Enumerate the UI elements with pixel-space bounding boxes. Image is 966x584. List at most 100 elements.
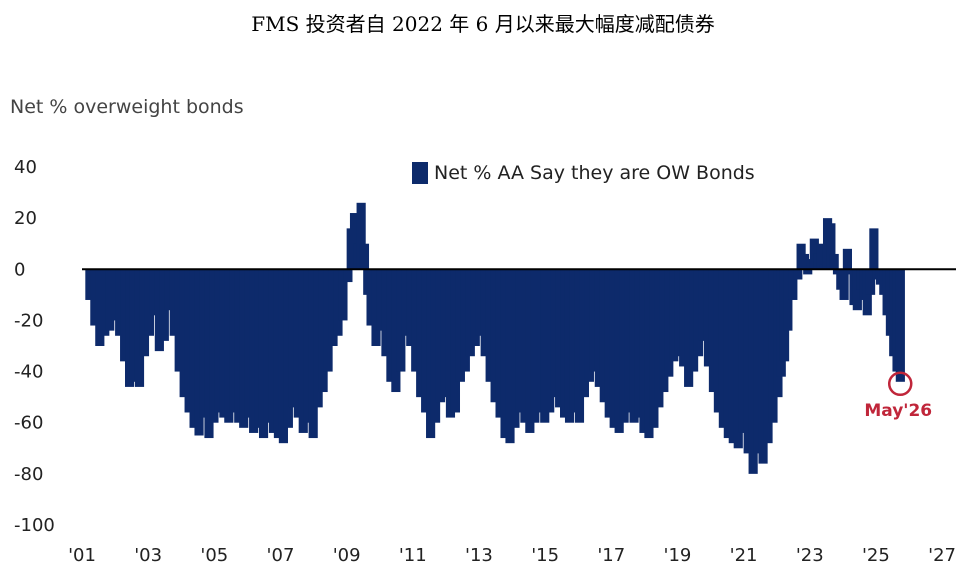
bar <box>634 269 644 418</box>
bar <box>356 202 366 270</box>
bar <box>520 269 530 423</box>
x-tick-label: '13 <box>465 545 493 566</box>
x-tick-label: '21 <box>730 545 758 566</box>
bar <box>154 269 164 352</box>
bar <box>184 269 194 413</box>
x-axis-ticks: '01 '03 '05 '07 '09 '11 '13 '15 '17 '19 '21 '23 '25 '… <box>68 545 956 566</box>
bar <box>445 269 456 418</box>
bar <box>149 269 159 316</box>
bar-series <box>85 202 905 474</box>
bar <box>584 269 594 382</box>
bar <box>816 243 826 270</box>
bar <box>599 269 609 403</box>
bar <box>303 269 313 423</box>
bar <box>564 269 575 423</box>
bar <box>381 269 391 357</box>
bar <box>664 269 674 377</box>
x-tick-label: '01 <box>68 545 96 566</box>
bar <box>366 269 376 326</box>
bar <box>829 253 839 270</box>
bar <box>268 269 279 433</box>
bar <box>391 269 401 393</box>
bar <box>169 269 179 336</box>
bar <box>323 269 333 372</box>
x-tick-label: '03 <box>134 545 162 566</box>
bar <box>179 269 189 398</box>
x-tick-label: '19 <box>664 545 692 566</box>
annotation-label: May'26 <box>864 401 932 421</box>
bar <box>659 269 669 393</box>
y-tick-label: -80 <box>14 464 43 485</box>
bar <box>723 269 733 439</box>
bar <box>550 269 560 398</box>
bar <box>244 269 254 418</box>
bar <box>204 269 214 439</box>
bar <box>639 269 649 433</box>
bar <box>865 269 876 295</box>
bar <box>470 269 480 346</box>
y-axis-label: Net % overweight bonds <box>10 96 244 118</box>
bar <box>728 269 738 444</box>
bar <box>609 269 619 428</box>
bar <box>604 269 614 418</box>
bar <box>298 269 308 433</box>
y-tick-label: -20 <box>14 310 43 331</box>
bar <box>401 269 411 336</box>
bar <box>406 269 416 346</box>
x-tick-label: '15 <box>531 545 559 566</box>
bar <box>100 269 110 336</box>
bar <box>733 269 743 449</box>
bar <box>624 269 634 413</box>
bar <box>343 269 353 283</box>
bar <box>799 253 809 270</box>
x-tick-label: '11 <box>399 545 427 566</box>
y-tick-label: 0 <box>14 259 25 280</box>
x-tick-label: '17 <box>597 545 625 566</box>
bar <box>313 269 323 408</box>
y-tick-label: -60 <box>14 413 43 434</box>
x-tick-label: '27 <box>928 545 956 566</box>
bar <box>839 269 849 300</box>
bar <box>535 269 545 413</box>
bar <box>460 269 470 372</box>
bar <box>435 269 446 403</box>
bar <box>359 243 370 270</box>
bar <box>614 269 624 433</box>
bar <box>753 269 763 454</box>
bar <box>505 269 515 444</box>
bar <box>134 269 145 387</box>
bar <box>144 269 155 336</box>
bar <box>229 269 239 413</box>
bar <box>455 269 465 382</box>
bar <box>139 269 150 357</box>
bar <box>560 269 570 418</box>
bar <box>510 269 520 428</box>
bar <box>386 269 396 382</box>
bar <box>763 269 773 444</box>
bar <box>239 269 249 428</box>
bar <box>349 213 360 270</box>
bar <box>574 269 585 423</box>
bar <box>485 269 495 382</box>
bar <box>224 269 234 423</box>
bar <box>465 269 475 357</box>
bar <box>689 269 699 372</box>
bar <box>288 269 298 408</box>
bar <box>674 269 684 357</box>
bar <box>545 269 555 413</box>
bar <box>525 269 535 433</box>
bar <box>684 269 694 387</box>
x-tick-label: '09 <box>333 545 361 566</box>
bar <box>328 269 338 346</box>
y-tick-label: -40 <box>14 362 43 383</box>
bar <box>234 269 244 423</box>
x-tick-label: '25 <box>862 545 890 566</box>
bar <box>110 269 120 321</box>
legend-entry: Net % AA Say they are OW Bonds <box>434 162 755 184</box>
bar <box>619 269 629 423</box>
bar <box>199 269 209 418</box>
bar <box>85 269 95 300</box>
bar <box>654 269 664 408</box>
bar <box>338 269 348 321</box>
